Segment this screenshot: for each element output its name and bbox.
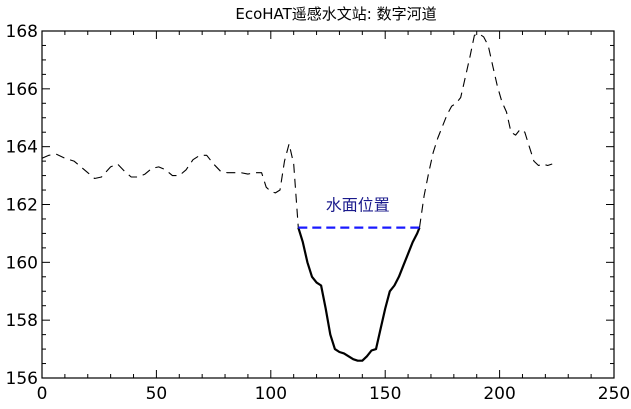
y-tick-label: 162 <box>6 196 38 216</box>
y-tick-label: 168 <box>6 22 38 42</box>
x-tick-label: 250 <box>598 384 630 404</box>
y-tick-label: 160 <box>6 253 38 273</box>
ticks-layer <box>41 30 615 379</box>
x-tick-label: 50 <box>146 384 168 404</box>
series-line-2 <box>418 33 553 228</box>
chart-title: EcoHAT遥感水文站: 数字河道 <box>235 5 436 23</box>
y-tick-label: 158 <box>6 311 38 331</box>
x-tick-label: 100 <box>255 384 287 404</box>
y-tick-label: 166 <box>6 80 38 100</box>
x-tick-label: 200 <box>483 384 515 404</box>
x-tick-label: 0 <box>37 384 48 404</box>
y-tick-label: 156 <box>6 369 38 389</box>
water-level-annotation: 水面位置 <box>326 195 390 214</box>
x-tick-label: 150 <box>369 384 401 404</box>
series-layer <box>41 33 553 362</box>
series-line-1 <box>297 227 421 362</box>
y-tick-label: 164 <box>6 138 38 158</box>
tick-labels-layer: 0 50 100 150 200 250 156 158 160 162 164 166 168 <box>6 22 631 404</box>
series-line-0 <box>41 143 299 228</box>
